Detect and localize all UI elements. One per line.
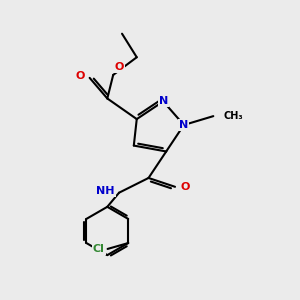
Text: N: N	[159, 96, 168, 106]
Text: CH₃: CH₃	[224, 111, 243, 121]
Text: O: O	[76, 71, 85, 81]
Text: N: N	[179, 120, 188, 130]
Text: O: O	[181, 182, 190, 192]
Text: NH: NH	[96, 186, 115, 196]
Text: Cl: Cl	[93, 244, 105, 254]
Text: O: O	[115, 62, 124, 72]
